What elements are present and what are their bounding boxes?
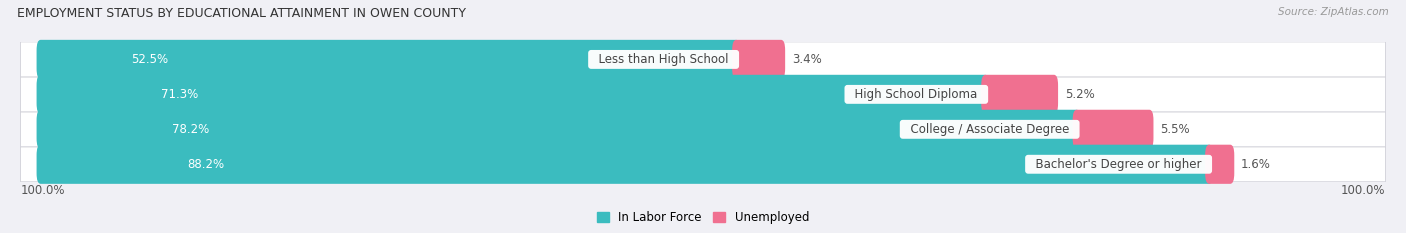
Text: 52.5%: 52.5% bbox=[131, 53, 167, 66]
Text: 5.2%: 5.2% bbox=[1064, 88, 1094, 101]
Text: 5.5%: 5.5% bbox=[1160, 123, 1189, 136]
FancyBboxPatch shape bbox=[37, 110, 1081, 149]
FancyBboxPatch shape bbox=[21, 77, 1385, 112]
Text: High School Diploma: High School Diploma bbox=[848, 88, 986, 101]
Text: 3.4%: 3.4% bbox=[792, 53, 821, 66]
FancyBboxPatch shape bbox=[981, 75, 1059, 114]
Legend: In Labor Force, Unemployed: In Labor Force, Unemployed bbox=[592, 206, 814, 229]
Text: 78.2%: 78.2% bbox=[172, 123, 208, 136]
Text: 71.3%: 71.3% bbox=[160, 88, 198, 101]
Text: 1.6%: 1.6% bbox=[1241, 158, 1271, 171]
Text: Less than High School: Less than High School bbox=[591, 53, 737, 66]
FancyBboxPatch shape bbox=[37, 145, 1213, 184]
FancyBboxPatch shape bbox=[21, 147, 1385, 182]
FancyBboxPatch shape bbox=[37, 40, 740, 79]
Text: Source: ZipAtlas.com: Source: ZipAtlas.com bbox=[1278, 7, 1389, 17]
FancyBboxPatch shape bbox=[21, 112, 1385, 147]
Text: 100.0%: 100.0% bbox=[1341, 184, 1385, 197]
Text: Bachelor's Degree or higher: Bachelor's Degree or higher bbox=[1028, 158, 1209, 171]
FancyBboxPatch shape bbox=[1073, 110, 1153, 149]
FancyBboxPatch shape bbox=[21, 42, 1385, 77]
Text: College / Associate Degree: College / Associate Degree bbox=[903, 123, 1077, 136]
Text: EMPLOYMENT STATUS BY EDUCATIONAL ATTAINMENT IN OWEN COUNTY: EMPLOYMENT STATUS BY EDUCATIONAL ATTAINM… bbox=[17, 7, 465, 20]
FancyBboxPatch shape bbox=[37, 75, 990, 114]
Text: 100.0%: 100.0% bbox=[21, 184, 65, 197]
Text: 88.2%: 88.2% bbox=[187, 158, 225, 171]
FancyBboxPatch shape bbox=[733, 40, 785, 79]
FancyBboxPatch shape bbox=[1205, 145, 1234, 184]
